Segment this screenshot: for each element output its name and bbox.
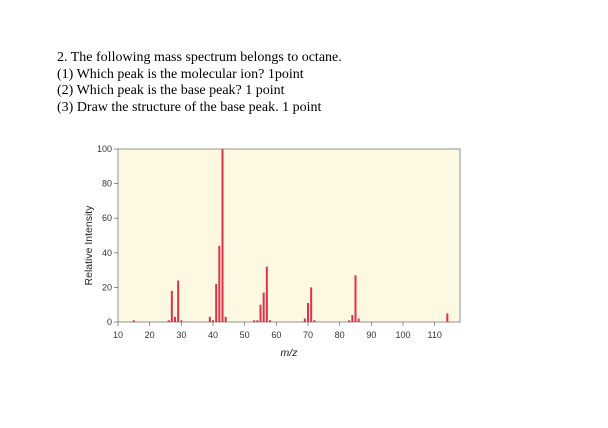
peak-bar-mz-29 [177,280,180,322]
peak-bar-mz-42 [218,245,221,322]
peak-bar-mz-70 [307,302,309,322]
x-tick-label-70: 70 [303,330,313,340]
peak-bar-mz-40 [212,320,214,322]
peak-bar-mz-83 [348,320,351,322]
peaks-layer [132,149,449,322]
question-line-1: 2. The following mass spectrum belongs t… [57,50,342,65]
peak-bar-mz-54 [256,320,259,322]
y-tick-label-100: 100 [97,144,112,154]
question-line-4: (3) Draw the structure of the base peak.… [57,99,322,115]
peak-bar-mz-27 [170,290,173,322]
x-tick-label-10: 10 [113,330,123,340]
y-tick-label-0: 0 [107,317,112,327]
peak-bar-mz-44 [224,316,227,322]
peak-bar-mz-41 [215,283,218,322]
peak-bar-mz-15 [132,320,135,322]
peak-bar-mz-85 [354,275,357,322]
peak-bar-mz-26 [167,320,170,322]
peak-bar-mz-53 [253,320,256,322]
peak-bar-mz-86 [357,318,360,322]
y-tick-label-20: 20 [102,282,112,292]
peak-bar-mz-84 [351,315,354,322]
x-tick-label-40: 40 [208,330,218,340]
y-tick-label-80: 80 [102,179,112,189]
question-line-2: (1) Which peak is the molecular ion? 1po… [57,66,304,82]
x-tick-label-90: 90 [366,330,376,340]
x-tick-label-20: 20 [145,330,155,340]
question-text: 2. The following mass spectrum belongs t… [57,50,577,116]
peak-bar-mz-30 [180,320,183,322]
y-axis-title: Relative Intensity [83,205,95,286]
question-line-3: (2) Which peak is the base peak? 1 point [57,83,285,98]
peak-bar-mz-28 [174,316,176,322]
peak-bar-mz-114 [446,313,449,322]
peak-bar-mz-39 [208,316,211,322]
x-tick-label-100: 100 [395,330,410,340]
peak-bar-mz-71 [310,287,313,322]
x-tick-label-50: 50 [240,330,250,340]
y-tick-label-40: 40 [102,248,112,258]
axes-layer: 0 20 40 60 80 100 10 20 30 40 50 60 70 80 90 100 110 [97,144,442,340]
peak-bar-mz-55 [259,304,262,322]
x-tick-label-80: 80 [335,330,345,340]
peak-bar-mz-56 [262,292,265,322]
peak-bar-mz-57 [265,266,268,322]
x-tick-label-110: 110 [427,330,441,340]
plot-area [117,148,461,323]
peak-bar-mz-69 [303,318,306,322]
peak-bar-mz-43 [221,149,224,322]
peak-bar-mz-72 [313,320,316,322]
y-tick-label-60: 60 [102,213,112,223]
x-tick-label-60: 60 [271,330,281,340]
peak-bar-mz-58 [269,320,271,322]
x-axis-title: m/z [281,347,299,359]
x-tick-label-30: 30 [176,330,186,340]
